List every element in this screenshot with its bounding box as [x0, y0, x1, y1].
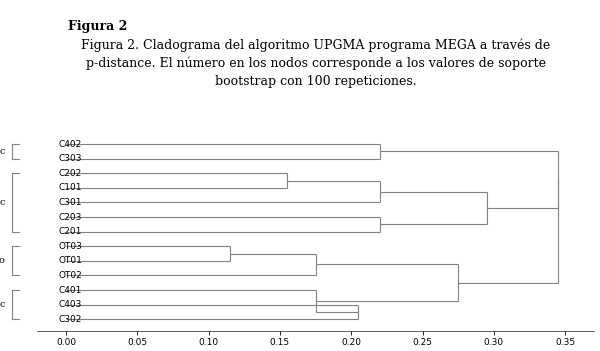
Text: o: o — [0, 256, 5, 265]
Text: OT01: OT01 — [59, 256, 83, 265]
Text: c: c — [0, 300, 5, 309]
Text: Figura 2: Figura 2 — [68, 20, 127, 33]
Text: c: c — [0, 198, 5, 207]
Text: C101: C101 — [59, 183, 82, 192]
Text: C202: C202 — [59, 169, 82, 178]
Text: OT03: OT03 — [59, 242, 83, 251]
Text: C301: C301 — [59, 198, 82, 207]
Text: C302: C302 — [59, 315, 82, 324]
Text: C403: C403 — [59, 300, 82, 309]
Text: C201: C201 — [59, 227, 82, 236]
Text: c: c — [0, 147, 5, 156]
Text: OT02: OT02 — [59, 271, 83, 280]
Text: C303: C303 — [59, 154, 82, 163]
Text: C401: C401 — [59, 285, 82, 294]
Text: Figura 2. Cladograma del algoritmo UPGMA programa MEGA a través de
p-distance. E: Figura 2. Cladograma del algoritmo UPGMA… — [81, 38, 550, 88]
Text: C203: C203 — [59, 213, 82, 221]
Text: C402: C402 — [59, 140, 82, 148]
